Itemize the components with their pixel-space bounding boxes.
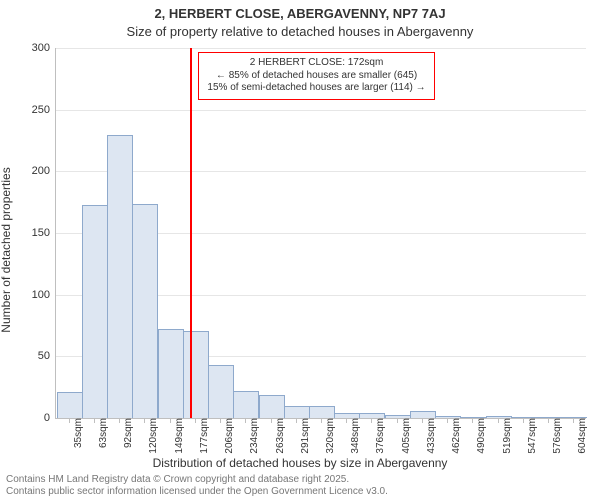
x-tick-mark bbox=[523, 418, 524, 423]
x-tick-label: 376sqm bbox=[375, 418, 386, 454]
x-tick-mark bbox=[397, 418, 398, 423]
x-tick-mark bbox=[119, 418, 120, 423]
x-tick-mark bbox=[447, 418, 448, 423]
x-tick-label: 291sqm bbox=[300, 418, 311, 454]
footer-line-1: Contains HM Land Registry data © Crown c… bbox=[6, 474, 594, 486]
x-axis-label: Distribution of detached houses by size … bbox=[0, 456, 600, 470]
gridline bbox=[56, 48, 586, 49]
histogram-bar bbox=[208, 365, 234, 418]
histogram-bar bbox=[82, 205, 108, 418]
x-tick-label: 263sqm bbox=[275, 418, 286, 454]
y-tick-label: 0 bbox=[44, 412, 56, 424]
x-tick-mark bbox=[245, 418, 246, 423]
y-tick-label: 50 bbox=[38, 350, 56, 362]
x-tick-label: 320sqm bbox=[325, 418, 336, 454]
chart-container: 2, HERBERT CLOSE, ABERGAVENNY, NP7 7AJ S… bbox=[0, 0, 600, 500]
x-tick-mark bbox=[94, 418, 95, 423]
x-tick-label: 519sqm bbox=[502, 418, 513, 454]
x-tick-mark bbox=[220, 418, 221, 423]
y-tick-label: 300 bbox=[32, 42, 56, 54]
x-tick-mark bbox=[422, 418, 423, 423]
annotation-line: 15% of semi-detached houses are larger (… bbox=[207, 82, 425, 95]
histogram-bar bbox=[410, 411, 436, 418]
histogram-bar bbox=[284, 406, 310, 418]
x-tick-label: 149sqm bbox=[174, 418, 185, 454]
annotation-line: 2 HERBERT CLOSE: 172sqm bbox=[207, 57, 425, 70]
gridline bbox=[56, 110, 586, 111]
x-tick-mark bbox=[573, 418, 574, 423]
x-tick-mark bbox=[472, 418, 473, 423]
x-tick-label: 120sqm bbox=[148, 418, 159, 454]
x-tick-mark bbox=[69, 418, 70, 423]
x-tick-label: 576sqm bbox=[552, 418, 563, 454]
x-tick-mark bbox=[321, 418, 322, 423]
x-tick-label: 490sqm bbox=[476, 418, 487, 454]
property-marker-line bbox=[190, 48, 192, 418]
x-tick-mark bbox=[371, 418, 372, 423]
x-tick-label: 35sqm bbox=[73, 418, 84, 448]
footer-line-2: Contains public sector information licen… bbox=[6, 486, 594, 498]
y-tick-label: 200 bbox=[32, 165, 56, 177]
x-tick-label: 92sqm bbox=[123, 418, 134, 448]
property-annotation: 2 HERBERT CLOSE: 172sqm← 85% of detached… bbox=[198, 52, 434, 100]
x-tick-label: 433sqm bbox=[426, 418, 437, 454]
y-tick-label: 250 bbox=[32, 104, 56, 116]
x-tick-mark bbox=[296, 418, 297, 423]
x-tick-mark bbox=[346, 418, 347, 423]
histogram-bar bbox=[57, 392, 83, 418]
x-tick-label: 462sqm bbox=[451, 418, 462, 454]
x-tick-mark bbox=[271, 418, 272, 423]
histogram-bar bbox=[107, 135, 133, 418]
x-tick-label: 405sqm bbox=[401, 418, 412, 454]
y-axis-label: Number of detached properties bbox=[0, 85, 13, 250]
y-tick-label: 150 bbox=[32, 227, 56, 239]
x-tick-label: 234sqm bbox=[249, 418, 260, 454]
x-tick-mark bbox=[498, 418, 499, 423]
histogram-bar bbox=[233, 391, 259, 418]
x-tick-label: 547sqm bbox=[527, 418, 538, 454]
chart-title-main: 2, HERBERT CLOSE, ABERGAVENNY, NP7 7AJ bbox=[0, 6, 600, 21]
x-tick-mark bbox=[195, 418, 196, 423]
histogram-bar bbox=[259, 395, 285, 418]
annotation-line: ← 85% of detached houses are smaller (64… bbox=[207, 70, 425, 83]
histogram-bar bbox=[183, 331, 209, 418]
histogram-bar bbox=[158, 329, 184, 418]
histogram-bar bbox=[132, 204, 158, 418]
y-tick-label: 100 bbox=[32, 289, 56, 301]
x-tick-label: 206sqm bbox=[224, 418, 235, 454]
x-tick-label: 177sqm bbox=[199, 418, 210, 454]
x-tick-mark bbox=[170, 418, 171, 423]
plot-area: 05010015020025030035sqm63sqm92sqm120sqm1… bbox=[55, 48, 586, 419]
histogram-bar bbox=[309, 406, 335, 418]
x-tick-label: 63sqm bbox=[98, 418, 109, 448]
x-tick-mark bbox=[548, 418, 549, 423]
x-tick-mark bbox=[144, 418, 145, 423]
chart-title-sub: Size of property relative to detached ho… bbox=[0, 24, 600, 39]
attribution-footer: Contains HM Land Registry data © Crown c… bbox=[6, 474, 594, 498]
x-tick-label: 348sqm bbox=[350, 418, 361, 454]
gridline bbox=[56, 171, 586, 172]
x-tick-label: 604sqm bbox=[577, 418, 588, 454]
